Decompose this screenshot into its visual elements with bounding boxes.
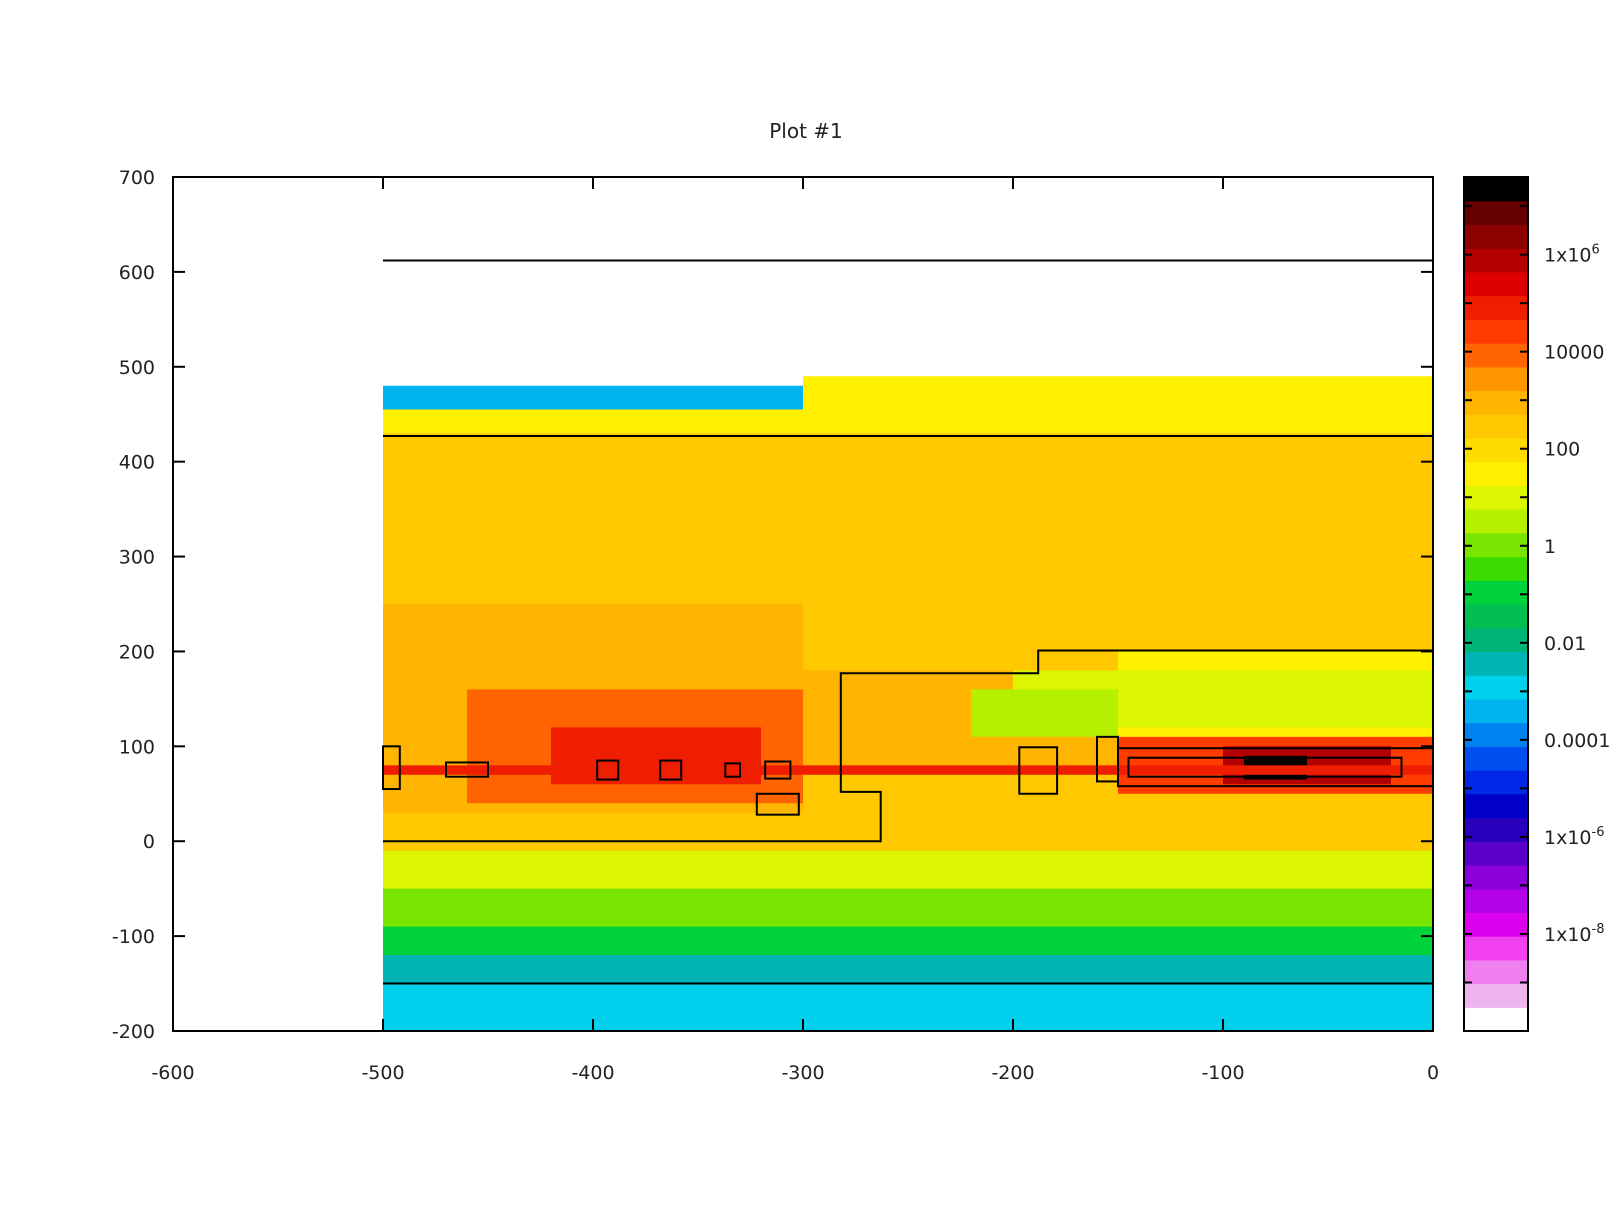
colorbar-swatch: [1464, 936, 1528, 961]
x-tick-label: -100: [1201, 1062, 1244, 1084]
colorbar-swatch: [1464, 841, 1528, 866]
x-tick-label: -200: [991, 1062, 1034, 1084]
colorbar-label: 1: [1544, 536, 1556, 558]
y-tick-label: 400: [119, 452, 155, 474]
colorbar-swatch: [1464, 698, 1528, 724]
colorbar-label: 1x10-8: [1544, 922, 1604, 946]
y-tick-label: 100: [119, 736, 155, 758]
colorbar-swatch: [1464, 722, 1528, 747]
x-tick-label: -500: [361, 1062, 404, 1084]
colorbar-swatch: [1464, 580, 1528, 605]
colorbar-swatch: [1464, 461, 1528, 486]
x-tick-label: -600: [151, 1062, 194, 1084]
y-tick-label: 500: [119, 357, 155, 379]
colorbar-label: 1x10-6: [1544, 825, 1604, 849]
outline-element-5: [764, 760, 792, 780]
colorbar-swatch: [1464, 390, 1528, 415]
heatmap-cells: [383, 376, 1433, 1031]
colorbar-swatch: [1464, 651, 1528, 676]
y-tick-label: -100: [112, 926, 155, 948]
x-tick-label: 0: [1427, 1062, 1439, 1084]
x-tick-label: -300: [781, 1062, 824, 1084]
colorbar-swatch: [1464, 627, 1528, 653]
colorbar-swatch: [1464, 485, 1528, 510]
heatmap-region-10: [383, 888, 1433, 927]
heatmap-region-15: [803, 376, 1433, 410]
colorbar-swatch: [1464, 414, 1528, 439]
y-tick-label: -200: [112, 1021, 155, 1043]
heatmap-region-14: [383, 385, 803, 410]
outline-element-2: [596, 759, 620, 781]
colorbar-swatch: [1464, 912, 1528, 937]
colorbar-label: 100: [1544, 439, 1580, 461]
heatmap-region-11: [383, 926, 1433, 956]
colorbar-swatch: [1464, 200, 1528, 226]
y-tick-label: 700: [119, 167, 155, 189]
heatmap-region-9: [383, 850, 1433, 889]
colorbar-swatch: [1464, 437, 1528, 463]
colorbar-swatch: [1464, 1007, 1528, 1032]
colorbar-label: 0.01: [1544, 633, 1586, 655]
colorbar-label: 0.0001: [1544, 730, 1610, 752]
colorbar-swatch: [1464, 532, 1528, 558]
y-tick-label: 200: [119, 641, 155, 663]
outline-housing: [383, 649, 1433, 843]
outline-element-3: [659, 759, 683, 781]
outline-element-6: [755, 792, 800, 816]
colorbar-swatch: [1464, 746, 1528, 771]
y-tick-label: 600: [119, 262, 155, 284]
colorbar-swatch: [1464, 983, 1528, 1008]
x-tick-label: -400: [571, 1062, 614, 1084]
heatmap-region-8: [383, 812, 1433, 851]
colorbar-swatch: [1464, 343, 1528, 368]
colorbar: 1x106 10000 100 1 0.01 0.0001 1x10-6 1x10-8: [1463, 176, 1610, 1032]
outline-element-4: [724, 762, 741, 778]
colorbar-swatch: [1464, 604, 1528, 629]
y-tick-label: 0: [143, 831, 155, 853]
heatmap-region-20: [383, 765, 1433, 775]
colorbar-swatch: [1464, 509, 1528, 534]
chart-title: Plot #1: [769, 119, 843, 143]
outline-entry-block: [382, 745, 401, 791]
x-axis: -600 -500 -400 -300 -200 -100 0: [151, 177, 1439, 1084]
colorbar-swatch: [1464, 793, 1528, 819]
colorbar-swatch: [1464, 271, 1528, 297]
y-tick-label: 300: [119, 547, 155, 569]
outline-element-9: [1117, 747, 1433, 788]
geometry-outlines: [382, 259, 1433, 985]
heatmap-region-12: [383, 955, 1433, 984]
colorbar-swatch: [1464, 888, 1528, 913]
colorbar-swatch: [1464, 864, 1528, 890]
colorbar-swatch: [1464, 556, 1528, 581]
colorbar-frame: [1463, 176, 1529, 1032]
colorbar-swatch: [1464, 224, 1528, 249]
colorbar-swatch: [1464, 675, 1528, 700]
colorbar-label: 10000: [1544, 342, 1604, 364]
colorbar-swatch: [1464, 770, 1528, 795]
colorbar-swatch: [1464, 177, 1528, 202]
colorbar-swatch: [1464, 817, 1528, 842]
outline-element-10: [1127, 756, 1403, 778]
heatmap-region-16: [383, 983, 1433, 1031]
colorbar-swatch: [1464, 295, 1528, 320]
outline-element-1: [445, 761, 489, 778]
colorbar-swatch: [1464, 366, 1528, 392]
colorbar-label: 1x106: [1544, 243, 1600, 267]
outline-element-7: [1018, 746, 1059, 795]
colorbar-swatch: [1464, 248, 1528, 273]
colorbar-swatch: [1464, 319, 1528, 344]
heatmap-region-7: [971, 689, 1118, 737]
y-axis: -200 -100 0 100 200 300 400 500 600 700: [112, 167, 1433, 1043]
colorbar-swatch: [1464, 959, 1528, 985]
